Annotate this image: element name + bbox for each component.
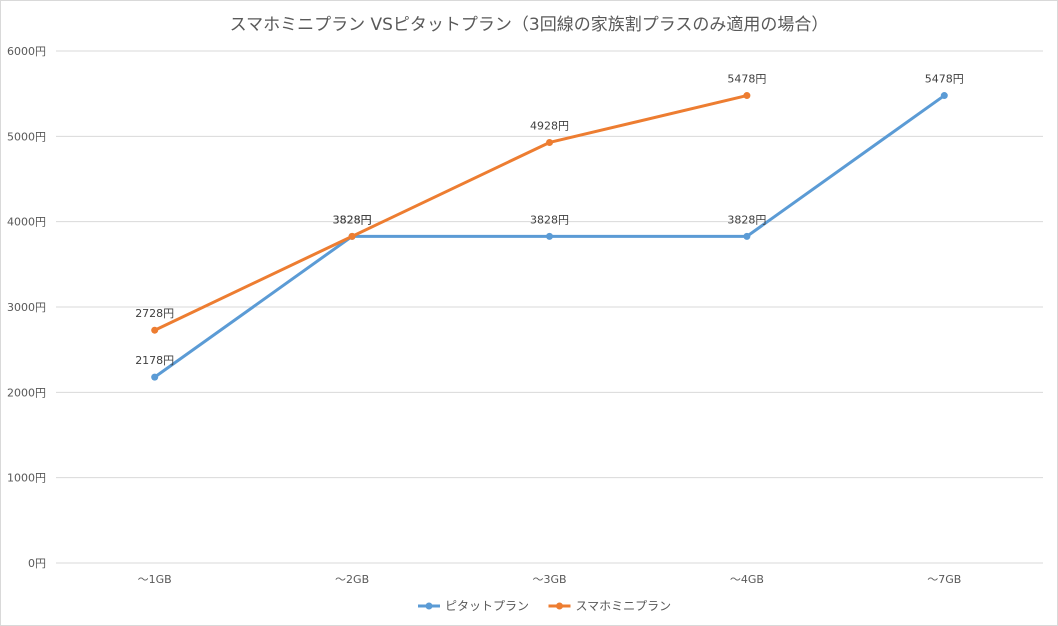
data-label: 4928円 bbox=[530, 119, 569, 132]
data-label: 2728円 bbox=[135, 307, 174, 320]
data-label: 3828円 bbox=[333, 213, 372, 226]
y-tick-label: 2000円 bbox=[7, 386, 46, 399]
chart-title: スマホミニプラン VSピタットプラン（3回線の家族割プラスのみ適用の場合） bbox=[229, 15, 829, 35]
y-tick-label: 3000円 bbox=[7, 301, 46, 314]
y-tick-label: 5000円 bbox=[7, 130, 46, 143]
x-tick-label: ～4GB bbox=[730, 573, 764, 586]
legend-item: ピタットプラン bbox=[418, 599, 529, 613]
data-label: 3828円 bbox=[530, 213, 569, 226]
series-1: 2178円 3828円 3828円 3828円 5478円 bbox=[135, 73, 964, 381]
data-label: 3828円 bbox=[727, 213, 766, 226]
legend-marker bbox=[556, 602, 563, 610]
data-point bbox=[546, 138, 553, 146]
series-line bbox=[154, 94, 748, 332]
x-tick-label: ～1GB bbox=[138, 573, 172, 586]
data-point bbox=[940, 92, 948, 100]
data-point bbox=[743, 232, 751, 240]
data-label: 5478円 bbox=[727, 73, 766, 86]
x-tick-label: ～7GB bbox=[927, 573, 961, 586]
y-tick-label: 4000円 bbox=[7, 216, 46, 229]
data-point bbox=[743, 92, 751, 100]
data-label: 3828円 bbox=[333, 213, 372, 226]
y-tick-label: 6000円 bbox=[7, 45, 46, 58]
y-axis-ticks: 0円 1000円 2000円 3000円 4000円 5000円 6000円 bbox=[7, 45, 46, 570]
legend-item: スマホミニプラン bbox=[548, 599, 672, 613]
x-tick-label: ～2GB bbox=[335, 573, 369, 586]
data-point bbox=[151, 373, 159, 381]
data-point bbox=[151, 326, 159, 334]
x-axis-ticks: ～1GB ～2GB ～3GB ～4GB ～7GB bbox=[138, 573, 962, 586]
gridlines bbox=[56, 50, 1043, 564]
legend-label: スマホミニプラン bbox=[576, 599, 672, 613]
x-tick-label: ～3GB bbox=[532, 573, 566, 586]
data-label: 2178円 bbox=[135, 354, 174, 367]
data-point bbox=[348, 232, 356, 240]
series-2: 2728円 3828円 4928円 5478円 bbox=[135, 73, 766, 334]
y-tick-label: 1000円 bbox=[7, 472, 46, 485]
legend-label: ピタットプラン bbox=[445, 599, 529, 613]
data-label: 5478円 bbox=[925, 73, 964, 86]
legend: ピタットプラン スマホミニプラン bbox=[418, 599, 671, 613]
legend-marker bbox=[425, 602, 433, 610]
y-tick-label: 0円 bbox=[28, 557, 46, 570]
data-point bbox=[546, 232, 553, 240]
